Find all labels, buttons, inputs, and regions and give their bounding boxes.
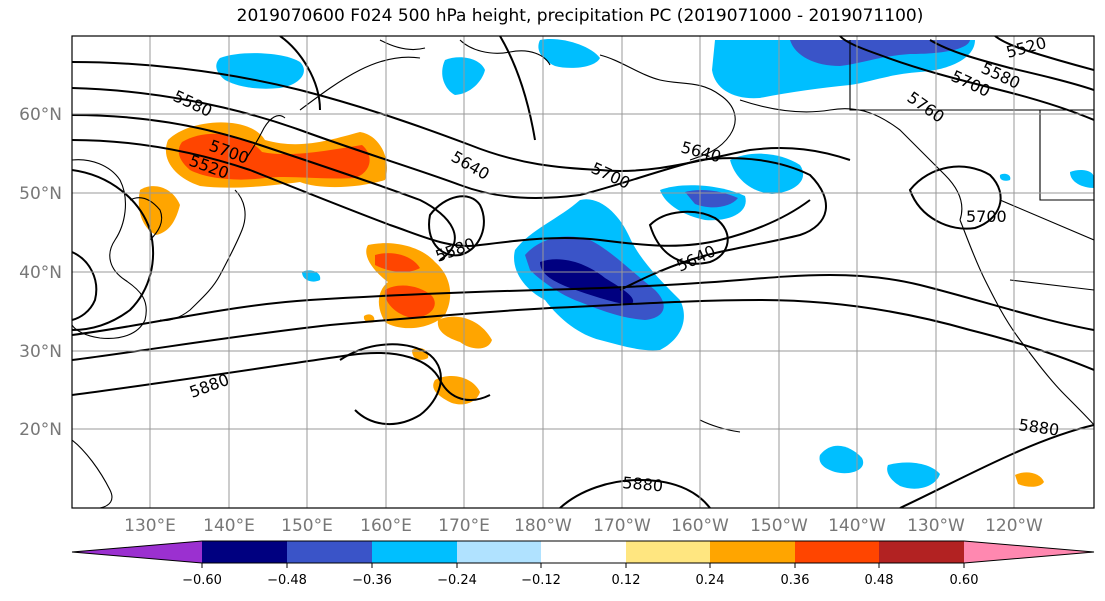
colorbar-segment [202,541,287,563]
colorbar-label: 0.12 [612,573,641,588]
contour-label: 5880 [622,473,664,495]
height-contours [72,36,1094,508]
colorbar-segment [457,541,541,563]
colorbar-segment [541,541,626,563]
lon-tick-label: 140°E [203,516,255,536]
lon-tick-label: 170°E [438,516,490,536]
lat-axis: 60°N 50°N 40°N 30°N 20°N [19,105,62,440]
negative-precip-areas [216,39,1094,489]
colorbar-label: 0.24 [696,573,725,588]
colorbar-segment [964,541,1094,563]
lon-tick-label: 160°W [671,516,729,536]
lon-tick-label: 180°W [514,516,572,536]
colorbar-label: −0.48 [267,573,307,588]
colorbar-ticks [201,563,965,568]
lon-tick-label: 160°E [360,516,412,536]
lon-tick-label: 130°W [907,516,965,536]
lat-tick-label: 30°N [19,342,62,362]
colorbar-label: 0.36 [781,573,810,588]
contour-label: 5700 [966,207,1007,226]
coastlines [72,39,1094,508]
colorbar-segment [795,541,879,563]
colorbar-label: −0.24 [437,573,477,588]
lat-tick-label: 40°N [19,263,62,283]
colorbar-label: 0.60 [950,573,979,588]
colorbar: −0.60 −0.48 −0.36 −0.24 −0.12 0.12 0.24 … [71,540,1095,588]
chart-title: 2019070600 F024 500 hPa height, precipit… [236,6,924,26]
lon-axis: 130°E 140°E 150°E 160°E 170°E 180°W 170°… [124,516,1043,536]
colorbar-segment [626,541,710,563]
colorbar-segment [879,541,964,563]
lat-tick-label: 60°N [19,105,62,125]
lat-tick-label: 50°N [19,184,62,204]
lat-lon-gridlines [72,36,1094,508]
colorbar-label: −0.12 [521,573,561,588]
colorbar-segment [372,541,457,563]
lon-tick-label: 150°W [750,516,808,536]
lon-tick-label: 170°W [593,516,651,536]
colorbar-segment [72,541,202,563]
lat-tick-label: 20°N [19,420,62,440]
lon-tick-label: 120°W [985,516,1043,536]
colorbar-label: −0.36 [352,573,392,588]
map-frame [71,35,1095,509]
lon-tick-label: 130°E [124,516,176,536]
positive-precip-areas [138,122,1044,487]
lon-tick-label: 150°E [281,516,333,536]
colorbar-segment [710,541,795,563]
lon-tick-label: 140°W [828,516,886,536]
colorbar-segment [287,541,372,563]
colorbar-label: 0.48 [865,573,894,588]
colorbar-label: −0.60 [182,573,222,588]
